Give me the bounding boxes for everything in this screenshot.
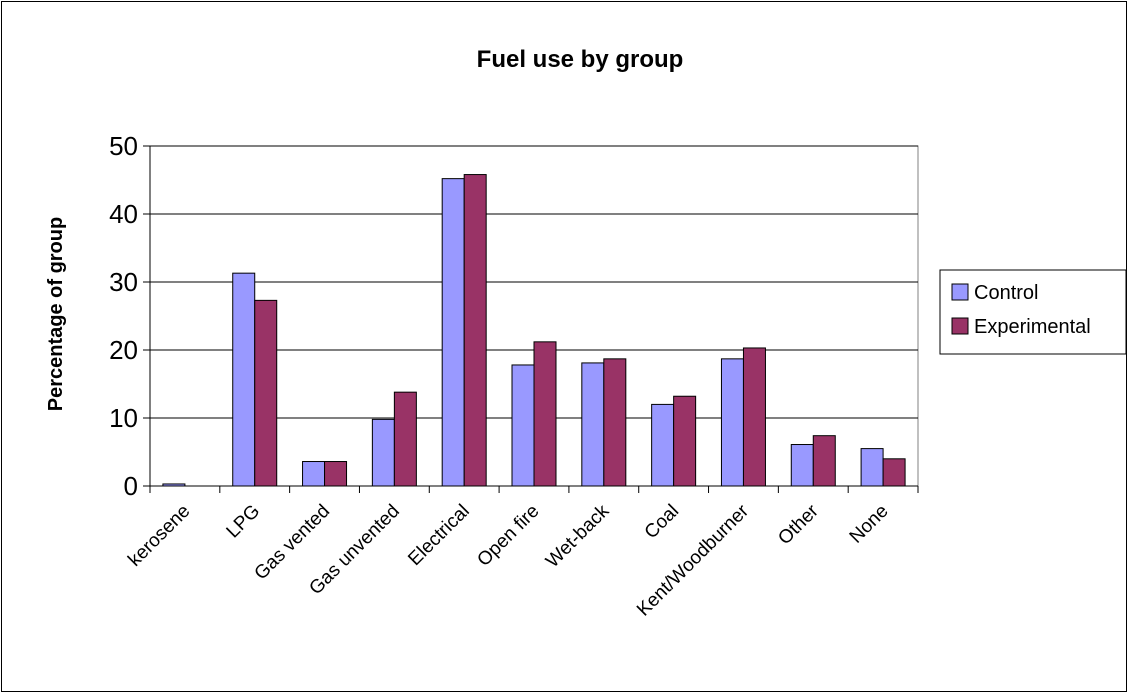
axes (143, 145, 919, 493)
bar-control-6 (581, 362, 605, 487)
bar-control-9 (790, 444, 814, 487)
legend-label-control: Control (974, 282, 1038, 304)
y-tick-label: 30 (109, 267, 138, 297)
bar-experimental-1 (254, 299, 278, 487)
bar-experimental-4 (463, 174, 487, 487)
bar-control-5 (511, 364, 535, 487)
bar-control-1 (232, 272, 256, 487)
legend-box (939, 269, 1127, 355)
bar-experimental-9 (812, 435, 836, 487)
bars (162, 174, 906, 487)
y-tick-label: 20 (109, 335, 138, 365)
bar-control-4 (441, 178, 465, 487)
bar-experimental-6 (603, 358, 627, 487)
y-tick-label: 10 (109, 403, 138, 433)
legend-swatch-experimental (951, 317, 969, 335)
bar-control-3 (371, 418, 395, 487)
bar-control-8 (720, 358, 744, 487)
bar-control-10 (860, 448, 884, 487)
y-tick-labels: 0 10 20 30 40 50 (109, 131, 138, 501)
bar-experimental-5 (533, 341, 557, 487)
y-tick-label: 40 (109, 199, 138, 229)
y-tick-label: 0 (124, 471, 138, 501)
legend-swatch-control (951, 283, 969, 301)
bar-experimental-8 (742, 347, 766, 487)
bar-experimental-3 (393, 391, 417, 487)
bar-experimental-2 (324, 461, 348, 487)
bar-experimental-10 (882, 458, 906, 487)
legend: Control Experimental (939, 269, 1127, 355)
legend-label-experimental: Experimental (974, 316, 1091, 338)
bar-experimental-7 (673, 395, 697, 487)
bar-control-2 (302, 461, 326, 487)
chart-title: Fuel use by group (477, 46, 684, 73)
bar-control-7 (651, 403, 675, 487)
y-tick-label: 50 (109, 131, 138, 161)
y-axis-label: Percentage of group (45, 217, 67, 411)
